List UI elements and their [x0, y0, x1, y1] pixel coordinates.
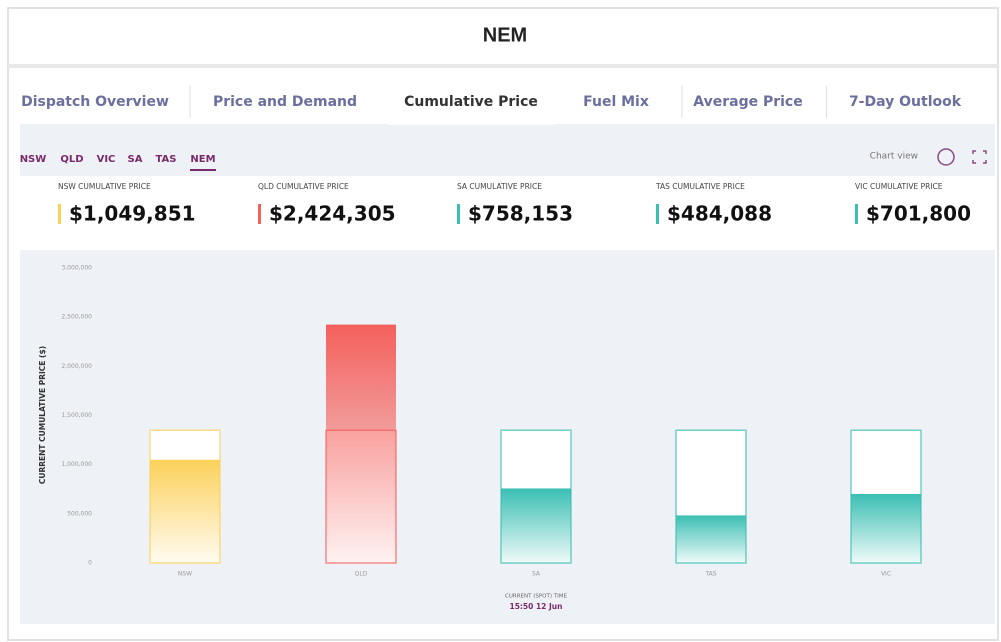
- card-indicator: [258, 204, 261, 224]
- bar: [676, 515, 746, 563]
- region-tab[interactable]: VIC: [97, 154, 116, 165]
- spot-time: 15:50 12 Jun: [509, 602, 562, 611]
- y-axis-label: CURRENT CUMULATIVE PRICE ($): [38, 346, 47, 484]
- y-tick-label: 2,000,000: [61, 363, 92, 370]
- chart-view-toggle[interactable]: Chart view: [870, 152, 918, 162]
- card-value: $701,800: [866, 202, 971, 226]
- page-title: NEM: [483, 24, 527, 46]
- region-tab[interactable]: TAS: [156, 154, 177, 165]
- region-tab[interactable]: NEM: [190, 154, 215, 165]
- x-axis-label: CURRENT (SPOT) TIME: [505, 594, 567, 600]
- card-indicator: [656, 204, 659, 224]
- card-label: VIC CUMULATIVE PRICE: [855, 182, 943, 191]
- x-tick-label: TAS: [704, 571, 716, 578]
- fullscreen-icon[interactable]: [972, 150, 987, 164]
- x-tick-label: NSW: [178, 571, 192, 578]
- y-tick-label: 2,500,000: [61, 314, 92, 321]
- tab[interactable]: Dispatch Overview: [21, 94, 169, 110]
- x-tick-label: VIC: [881, 571, 891, 578]
- region-tab[interactable]: QLD: [60, 154, 83, 165]
- threshold-box: [850, 429, 922, 564]
- cards-strip: [20, 176, 995, 250]
- threshold-box: [149, 429, 221, 564]
- region-tab[interactable]: NSW: [20, 154, 47, 165]
- tab[interactable]: Fuel Mix: [583, 94, 649, 110]
- card-value: $1,049,851: [69, 202, 196, 226]
- y-tick-label: 1,000,000: [61, 461, 92, 468]
- bar: [150, 459, 220, 563]
- active-tab-bg: [388, 85, 554, 125]
- card-value: $484,088: [667, 202, 772, 226]
- tab[interactable]: 7-Day Outlook: [849, 94, 962, 110]
- x-tick-label: QLD: [355, 571, 368, 578]
- tab[interactable]: Average Price: [693, 94, 802, 110]
- header-divider: [8, 64, 998, 68]
- card-label: TAS CUMULATIVE PRICE: [655, 182, 745, 191]
- region-tab[interactable]: SA: [128, 154, 143, 165]
- threshold-box: [325, 429, 397, 564]
- bar: [326, 324, 396, 563]
- y-tick-label: 1,500,000: [61, 412, 92, 419]
- card-label: NSW CUMULATIVE PRICE: [58, 182, 151, 191]
- card-indicator: [855, 204, 858, 224]
- y-tick-label: 0: [88, 560, 92, 567]
- download-icon[interactable]: [937, 148, 955, 166]
- y-tick-label: 500,000: [67, 510, 92, 517]
- x-tick-label: SA: [532, 571, 541, 578]
- tab[interactable]: Price and Demand: [213, 94, 357, 110]
- bar: [501, 488, 571, 563]
- tab[interactable]: Cumulative Price: [404, 94, 538, 110]
- threshold-box: [500, 429, 572, 564]
- card-value: $2,424,305: [269, 202, 396, 226]
- threshold-box: [675, 429, 747, 564]
- card-indicator: [457, 204, 460, 224]
- card-indicator: [58, 204, 61, 224]
- card-label: QLD CUMULATIVE PRICE: [258, 182, 349, 191]
- bar: [851, 493, 921, 563]
- y-tick-label: 3,000,000: [61, 265, 92, 272]
- card-value: $758,153: [468, 202, 573, 226]
- card-label: SA CUMULATIVE PRICE: [457, 182, 542, 191]
